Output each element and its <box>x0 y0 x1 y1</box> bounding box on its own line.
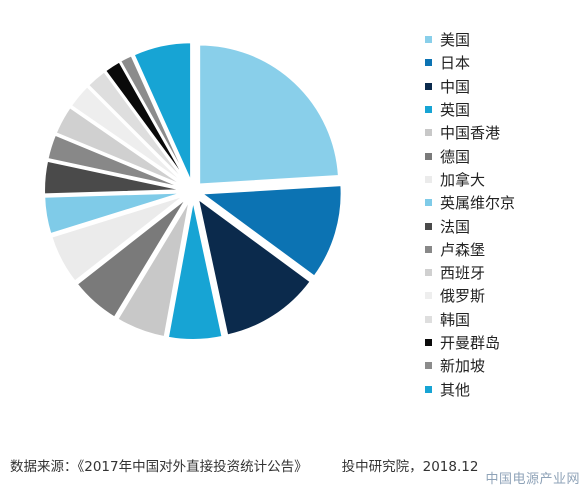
legend-swatch <box>425 222 432 230</box>
pie-slice-2 <box>196 196 313 337</box>
pie-slice-0 <box>198 43 340 186</box>
legend-item: 法国 <box>425 214 515 237</box>
legend-item: 加拿大 <box>425 168 515 191</box>
pie-slice-6 <box>50 194 186 283</box>
legend-swatch <box>425 292 432 300</box>
data-source: 数据来源：《2017年中国对外直接投资统计公告》 投中研究院，2018.12 <box>10 455 478 475</box>
legend-label: 韩国 <box>440 310 471 329</box>
source-text: 数据来源：《2017年中国对外直接投资统计公告》 <box>10 459 308 475</box>
legend-item: 俄罗斯 <box>425 284 515 307</box>
pie-slice-1 <box>198 184 343 278</box>
pie-slice-10 <box>54 105 186 188</box>
legend-swatch <box>425 315 432 323</box>
legend-item: 西班牙 <box>425 261 515 284</box>
pie-slice-12 <box>86 70 188 185</box>
legend-label: 美国 <box>440 31 471 50</box>
legend-swatch <box>425 269 432 277</box>
pie-slice-5 <box>75 196 188 319</box>
legend-label: 德国 <box>440 147 471 166</box>
legend-item: 日本 <box>425 51 515 74</box>
legend-label: 日本 <box>440 54 471 73</box>
legend-label: 法国 <box>440 217 471 236</box>
legend-swatch <box>425 362 432 370</box>
legend-swatch <box>425 199 432 207</box>
legend-item: 英国 <box>425 98 515 121</box>
legend-swatch <box>425 82 432 90</box>
source-publisher: 投中研究院，2018.12 <box>341 459 479 475</box>
legend-item: 英属维尔京 <box>425 191 515 214</box>
legend-item: 德国 <box>425 144 515 167</box>
pie-slice-4 <box>116 198 191 339</box>
legend-item: 中国香港 <box>425 121 515 144</box>
legend-swatch <box>425 339 432 346</box>
legend-label: 开曼群岛 <box>440 334 501 352</box>
legend-item: 美国 <box>425 28 515 51</box>
legend-swatch <box>425 152 432 160</box>
legend-item: 中国 <box>425 75 515 98</box>
legend-label: 中国 <box>440 77 471 96</box>
legend-swatch <box>425 36 432 44</box>
legend-label: 英国 <box>440 101 471 120</box>
pie-slice-9 <box>46 133 185 190</box>
pie-slice-8 <box>43 159 185 196</box>
legend-label: 俄罗斯 <box>440 287 486 306</box>
legend-label: 新加坡 <box>440 357 486 376</box>
legend-item: 新加坡 <box>425 354 515 377</box>
legend-label: 加拿大 <box>440 170 486 189</box>
legend-swatch <box>425 175 432 183</box>
legend-item: 开曼群岛 <box>425 331 515 354</box>
watermark: 中国电源产业网 <box>485 472 580 487</box>
legend-item: 卢森堡 <box>425 238 515 261</box>
legend-swatch <box>425 245 432 253</box>
legend-swatch <box>425 129 432 137</box>
legend-item: 韩国 <box>425 308 515 331</box>
legend-label: 西班牙 <box>440 264 486 283</box>
pie-slice-14 <box>118 53 190 184</box>
pie-slice-3 <box>166 199 224 341</box>
chart-legend: 美国日本中国英国中国香港德国加拿大英属维尔京法国卢森堡西班牙俄罗斯韩国开曼群岛新… <box>425 28 515 401</box>
legend-label: 卢森堡 <box>440 240 486 259</box>
legend-swatch <box>425 385 432 393</box>
pie-chart <box>43 41 343 341</box>
pie-slice-7 <box>43 191 185 236</box>
pie-slice-11 <box>69 84 187 187</box>
legend-label: 其他 <box>440 380 471 399</box>
legend-label: 英属维尔京 <box>440 194 516 213</box>
pie-slice-15 <box>132 41 193 183</box>
legend-label: 中国香港 <box>440 124 501 143</box>
legend-item: 其他 <box>425 377 515 400</box>
legend-swatch <box>425 106 432 114</box>
legend-swatch <box>425 59 432 67</box>
